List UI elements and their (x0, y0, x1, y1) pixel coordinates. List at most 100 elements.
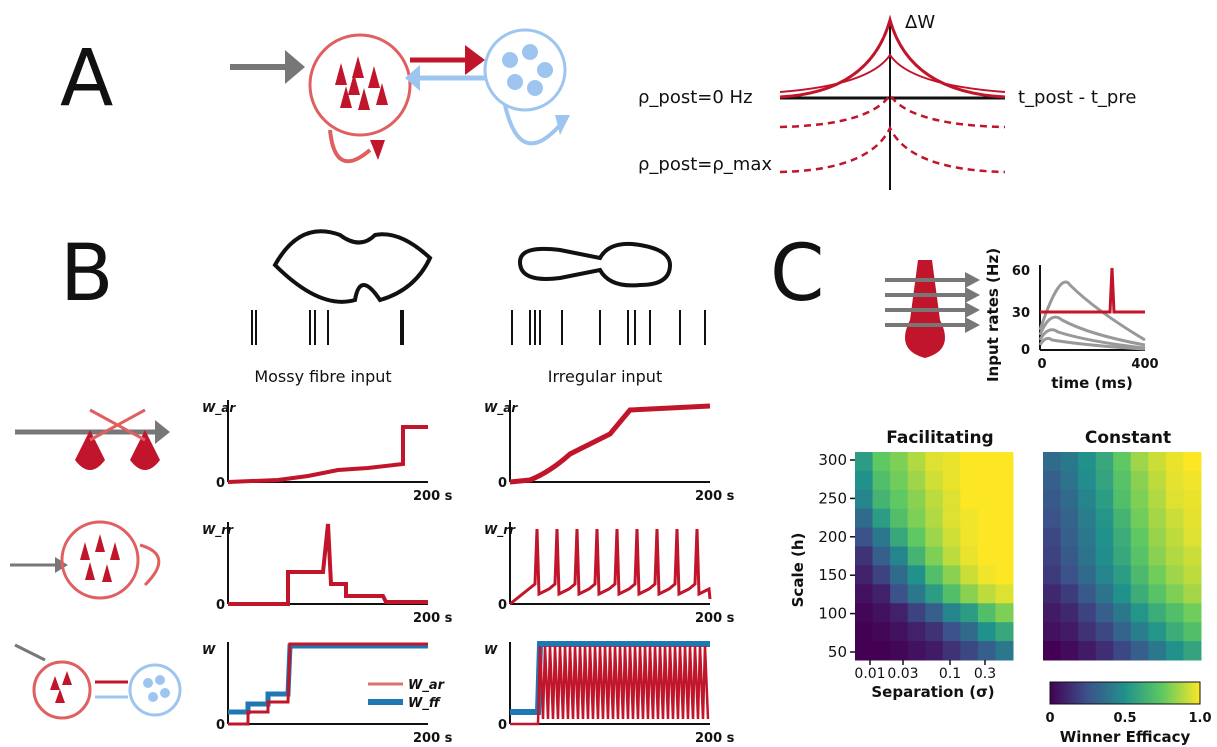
mossy-input-label: Mossy fibre input (254, 367, 391, 386)
heatmap-cell (1165, 452, 1184, 472)
irregular-input-label: Irregular input (548, 367, 662, 386)
heatmap-cell (907, 565, 926, 585)
heatmap-cell (1130, 508, 1149, 529)
y-axis-label: W_ar (484, 401, 518, 416)
heatmap-cell (855, 565, 874, 585)
heatmap-cell (960, 565, 979, 585)
heatmap-cell (855, 641, 874, 661)
heatmap-cell (960, 584, 979, 604)
heatmap-cell (1078, 508, 1097, 529)
heatmap-cell (1148, 603, 1167, 623)
heatmap-cell (925, 584, 944, 604)
heatmap-cell (977, 584, 996, 604)
weight-plot-2: W_ar 0 200 s (484, 400, 735, 504)
heatmap-cell (977, 603, 996, 623)
trace-w-ar (509, 403, 711, 485)
heatmap-cell (872, 489, 891, 510)
ca3-neuron-icon (885, 260, 980, 358)
heatmap-cell (977, 508, 996, 529)
heatmap-cell (1095, 508, 1114, 529)
weight-plot-5: W 0 200 s W_ar W_ff (202, 642, 453, 746)
heatmap-cell (907, 452, 926, 472)
irregular-environment-icon (517, 241, 673, 288)
heatmap-cell (1148, 622, 1167, 642)
heatmap-cell (995, 622, 1014, 642)
legend-label-w-ff: W_ff (408, 696, 441, 711)
heatmap-cell (855, 470, 874, 491)
heatmap-cell (1095, 470, 1114, 491)
heatmap-ytick: 50 (828, 643, 847, 661)
heatmap-cell (1148, 452, 1167, 472)
heatmap-cell (890, 565, 909, 585)
heatmap-cell (890, 603, 909, 623)
heatmap-cell (995, 584, 1014, 604)
heatmap-cell (1148, 641, 1167, 661)
heatmap-cell (1183, 565, 1202, 585)
tick-zero: 0 (498, 598, 507, 613)
heatmap-cell (925, 452, 944, 472)
heatmap-cell (1043, 603, 1062, 623)
heatmap-cell (995, 470, 1014, 491)
heatmap-cell (1165, 641, 1184, 661)
heatmap-cell (907, 622, 926, 642)
heatmap-cell (1078, 527, 1097, 548)
heatmap-cell (890, 527, 909, 548)
heatmap-cell (1113, 470, 1132, 491)
heatmap-cell (1183, 546, 1202, 566)
heatmap-cell (872, 584, 891, 604)
heatmap-cell (890, 641, 909, 661)
heatmap-cell (855, 603, 874, 623)
heatmap-cell (942, 622, 961, 642)
heatmap-cell (1078, 641, 1097, 661)
tick-zero: 0 (216, 718, 225, 733)
heatmap-cell (942, 603, 961, 623)
colorbar-tick-half: 0.5 (1113, 711, 1136, 726)
heatmap-cell (1043, 508, 1062, 529)
heatmap-cell (1043, 527, 1062, 548)
delta-w-label: ΔW (905, 12, 935, 33)
heatmap-cell (1078, 622, 1097, 642)
heatmap-cell (995, 508, 1014, 529)
heatmap-cell (1148, 508, 1167, 529)
tick-end: 200 s (695, 489, 735, 504)
trace-w-rr (509, 528, 712, 606)
tick-end: 200 s (695, 611, 735, 626)
heatmap-cell (995, 452, 1014, 472)
legend-label-w-ar: W_ar (408, 678, 446, 693)
heatmap-cell (872, 622, 891, 642)
excitatory-population-icon (308, 33, 412, 137)
heatmap-cell (1043, 489, 1062, 510)
heatmap-cell (890, 584, 909, 604)
heatmap-cell (1060, 527, 1079, 548)
colorbar-label: Winner Efficacy (1060, 728, 1191, 746)
heatmap-cell (977, 452, 996, 472)
heatmap-cell (1060, 470, 1079, 491)
heatmap-cell (855, 452, 874, 472)
heatmap-cell (942, 527, 961, 548)
rho-zero-label: ρ_post=0 Hz (638, 87, 753, 108)
heatmap-cell (977, 641, 996, 661)
heatmap-cell (1078, 452, 1097, 472)
heatmap-cell (1183, 527, 1202, 548)
weight-plot-3: W_rr 0 200 s (202, 522, 453, 626)
heatmap-cell (1078, 470, 1097, 491)
colorbar-tick-1: 1.0 (1188, 711, 1211, 726)
heatmap-cell (890, 622, 909, 642)
heatmap-cell (890, 508, 909, 529)
tick-zero: 0 (216, 598, 225, 613)
weight-plot-1: W_ar 0 200 s (202, 400, 453, 504)
stdp-plot: ΔW t_post - t_pre ρ_post=0 Hz ρ_post=ρ_m… (638, 12, 1136, 190)
heatmap-cell (1130, 565, 1149, 585)
heatmap-cell (1078, 489, 1097, 510)
heatmap-cell (855, 489, 874, 510)
heatmap-cell (907, 508, 926, 529)
heatmap-constant (1043, 452, 1202, 661)
heatmap-title-constant: Constant (1085, 428, 1171, 448)
heatmap-cell (960, 622, 979, 642)
heatmap-cell (890, 470, 909, 491)
weight-plot-6: W 0 200 s (484, 641, 735, 746)
input-ylabel: Input rates (Hz) (984, 248, 1002, 382)
heatmap-cell (960, 527, 979, 548)
heatmap-xtick: 0.3 (974, 666, 996, 682)
heatmap-cell (960, 489, 979, 510)
